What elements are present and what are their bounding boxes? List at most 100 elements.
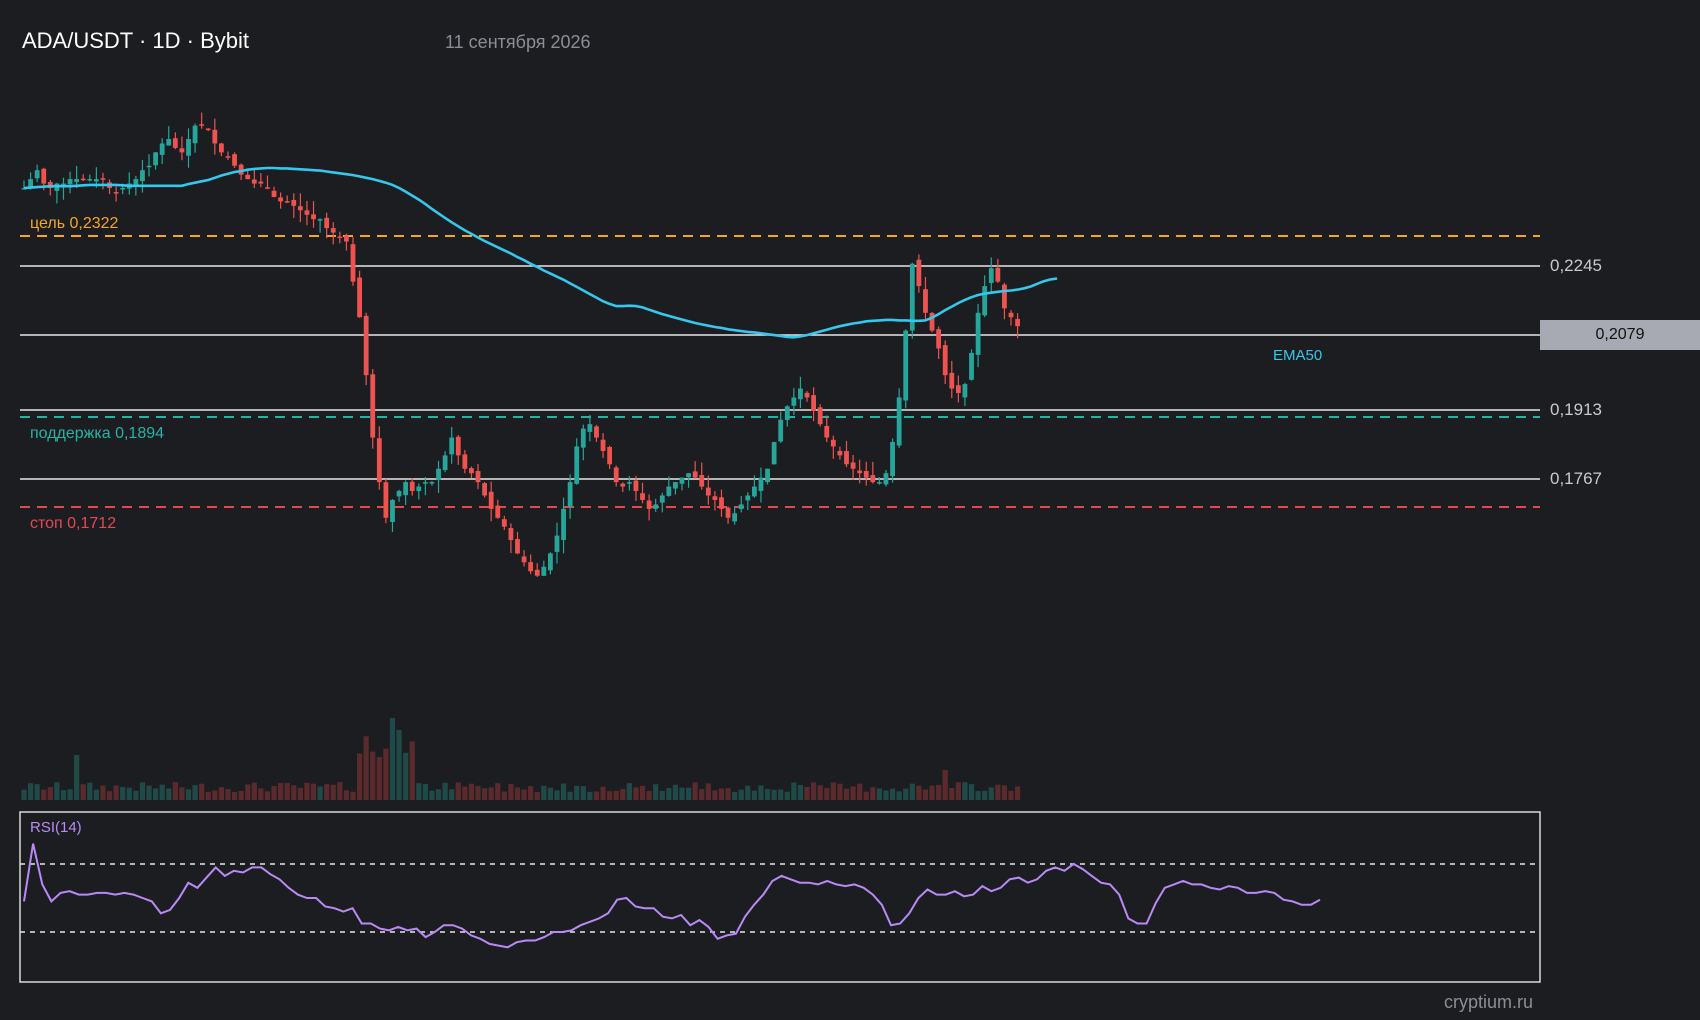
volume-bar xyxy=(205,791,211,800)
volume-bar xyxy=(718,788,725,800)
candle-body xyxy=(607,446,613,465)
volume-bar xyxy=(475,785,481,800)
volume-bar xyxy=(245,784,251,800)
candle-body xyxy=(679,477,685,484)
chart-date: 11 сентября 2026 xyxy=(445,32,591,52)
candle-body xyxy=(804,392,810,398)
candle-body xyxy=(561,508,566,541)
volume-bar xyxy=(264,791,271,800)
volume-bar xyxy=(962,782,968,800)
candle-body xyxy=(146,165,152,168)
candle-body xyxy=(837,450,843,456)
chart-title: ADA/USDT · 1D · Bybit xyxy=(22,28,249,53)
volume-bar xyxy=(442,782,448,800)
volume-bar xyxy=(343,790,350,800)
rsi-frame xyxy=(19,811,1541,983)
volume-bar xyxy=(554,790,560,800)
volume-bar xyxy=(659,790,665,800)
volume-bar xyxy=(870,787,876,800)
candle-body xyxy=(830,439,836,447)
volume-bar xyxy=(284,783,290,800)
ema50-line xyxy=(23,166,1058,339)
candle-body xyxy=(245,174,251,180)
candle-body xyxy=(74,179,80,183)
volume-bar xyxy=(166,788,172,800)
volume-bar xyxy=(534,791,540,800)
current-price-badge: 0,2079 xyxy=(1540,320,1700,350)
volume-bar xyxy=(376,757,382,800)
candle-body xyxy=(475,471,481,483)
candle-body xyxy=(896,397,902,446)
volume-bar xyxy=(356,753,363,800)
volume-bar xyxy=(120,787,126,800)
volume-bar xyxy=(67,789,73,800)
volume-bar xyxy=(929,785,935,800)
volume-bar xyxy=(738,789,744,800)
candle-body xyxy=(594,426,599,438)
candle-body xyxy=(863,471,869,478)
stop-label: стоп 0,1712 xyxy=(30,515,117,532)
candle-body xyxy=(422,482,428,484)
volume-bar xyxy=(574,785,580,800)
volume-bar xyxy=(383,748,389,800)
volume-bar xyxy=(218,787,224,800)
volume-bar xyxy=(297,787,303,800)
candle-body xyxy=(390,499,395,522)
volume-bar xyxy=(764,789,771,800)
candle-body xyxy=(982,286,988,316)
volume-bar xyxy=(482,788,488,800)
candle-body xyxy=(574,446,580,484)
candle-body xyxy=(725,507,731,518)
volume-bar xyxy=(468,783,475,800)
candle-body xyxy=(501,519,507,527)
volume-bar xyxy=(93,789,99,800)
candle-body xyxy=(817,407,823,425)
candle-body xyxy=(554,535,560,552)
volume-bar xyxy=(863,791,869,800)
volume-bar xyxy=(34,784,40,800)
candle-body xyxy=(87,179,93,181)
candle-body xyxy=(877,482,882,484)
candle-body xyxy=(238,164,244,175)
candle-body xyxy=(515,539,520,554)
volume-bar xyxy=(692,782,698,800)
candle-body xyxy=(403,482,409,496)
volume-bar xyxy=(350,791,356,800)
candle-body xyxy=(962,384,968,398)
volume-bar xyxy=(988,787,994,800)
volume-bar xyxy=(1014,786,1021,800)
candle-body xyxy=(824,426,830,438)
volume-bar xyxy=(758,785,764,800)
candle-body xyxy=(745,495,751,501)
candle-body xyxy=(469,468,474,474)
candle-body xyxy=(890,442,895,477)
volume-bar xyxy=(922,789,929,800)
volume-bar xyxy=(824,788,830,800)
candle-body xyxy=(1015,318,1020,327)
volume-bar xyxy=(876,788,882,800)
candle-body xyxy=(436,468,441,481)
volume-bar xyxy=(199,783,205,800)
candle-body xyxy=(936,329,942,349)
volume-bar xyxy=(587,791,593,800)
volume-bar xyxy=(324,784,330,800)
candle-body xyxy=(140,170,145,182)
candle-body xyxy=(330,228,336,233)
candle-body xyxy=(620,483,626,487)
volume-bar xyxy=(179,787,185,800)
volume-bar xyxy=(27,783,34,800)
candle-body xyxy=(67,179,73,185)
volume-bar xyxy=(685,787,692,800)
volume-bar xyxy=(968,784,975,800)
candle-body xyxy=(673,482,678,489)
volume-bar xyxy=(251,782,257,800)
candle-body xyxy=(113,192,119,194)
price-label-1913: 0,1913 xyxy=(1550,400,1602,419)
volume-bar xyxy=(337,782,343,800)
candle-body xyxy=(857,470,863,474)
volume-bar xyxy=(804,786,810,800)
candle-body xyxy=(291,199,297,206)
volume-bar xyxy=(613,790,619,800)
volume-bar xyxy=(547,787,553,800)
